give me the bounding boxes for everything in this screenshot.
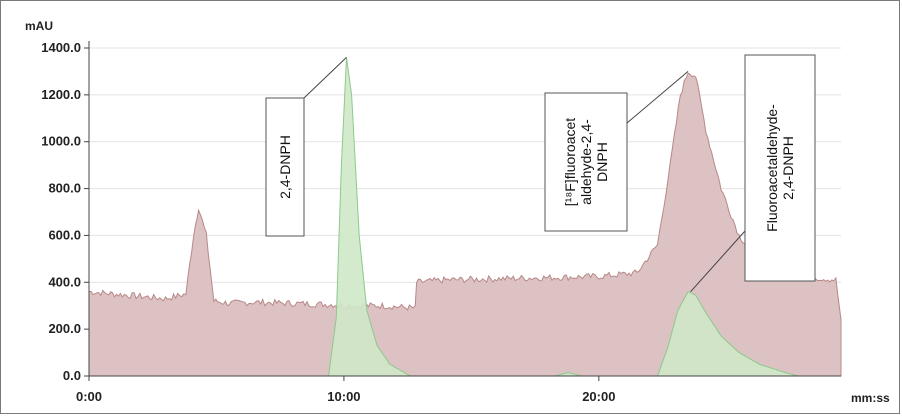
annotation: 2,4-DNPH bbox=[265, 57, 347, 237]
x-tick-label: 0:00 bbox=[76, 389, 102, 404]
y-tick-label: 1200.0 bbox=[41, 87, 81, 102]
y-tick-label: 800.0 bbox=[48, 181, 81, 196]
annotation-text: 2,4-DNPH bbox=[277, 135, 293, 199]
series-layer bbox=[88, 57, 842, 377]
axes-layer bbox=[88, 41, 841, 377]
annotation-layer: 2,4-DNPH [¹⁸F]fluoroacet aldehyde-2,4- DNPH… bbox=[265, 54, 816, 292]
annotation-text: Fluoroacetaldehyde- bbox=[764, 104, 780, 232]
annotation: Fluoroacetaldehyde- 2,4-DNPH bbox=[690, 54, 816, 292]
annotation-box bbox=[544, 92, 628, 232]
x-tick-label: 20:00 bbox=[582, 389, 615, 404]
annotation-text: DNPH bbox=[594, 142, 610, 182]
series-red-area bbox=[88, 72, 842, 377]
y-tick-label: 1400.0 bbox=[41, 40, 81, 55]
y-tick-label: 400.0 bbox=[48, 274, 81, 289]
x-unit-label: mm:ss bbox=[851, 391, 890, 405]
annotation: [¹⁸F]fluoroacet aldehyde-2,4- DNPH bbox=[544, 71, 689, 232]
y-ticks: 0.0 200.0 400.0 600.0 800.0 1000.0 1200.0 1400.… bbox=[41, 40, 89, 383]
x-ticks: 0:00 10:00 20:00 bbox=[76, 376, 615, 404]
x-tick-label: 10:00 bbox=[327, 389, 360, 404]
y-tick-label: 1000.0 bbox=[41, 134, 81, 149]
annotation-leader-line bbox=[626, 71, 689, 124]
annotation-box bbox=[265, 97, 305, 237]
y-unit-label: mAU bbox=[25, 19, 53, 33]
annotation-text: 2,4-DNPH bbox=[780, 136, 796, 200]
y-tick-label: 200.0 bbox=[48, 321, 81, 336]
annotation-text: [¹⁸F]fluoroacet bbox=[562, 118, 578, 206]
grid-layer bbox=[89, 47, 841, 330]
y-tick-label: 0.0 bbox=[63, 368, 81, 383]
annotation-leader-line bbox=[303, 57, 347, 99]
annotation-text: aldehyde-2,4- bbox=[578, 119, 594, 205]
annotation-box bbox=[744, 54, 816, 282]
annotation-leader-line bbox=[690, 230, 746, 292]
y-tick-label: 600.0 bbox=[48, 227, 81, 242]
